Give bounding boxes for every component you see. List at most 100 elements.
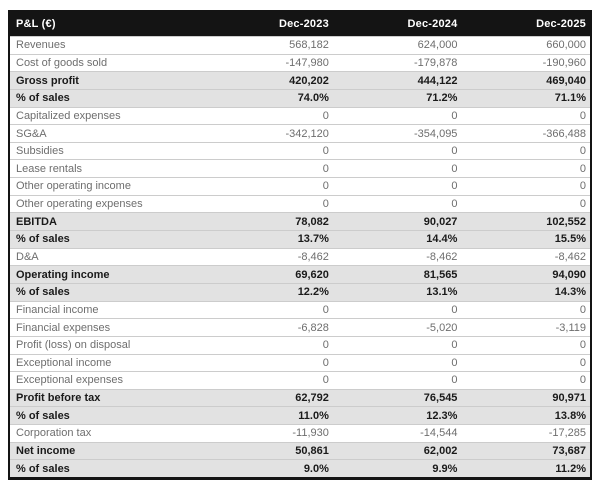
cell-value: 0: [461, 159, 590, 178]
cell-value: -354,095: [332, 124, 462, 143]
cell-value: 74.0%: [204, 88, 333, 108]
table-row: % of sales 74.0% 71.2% 71.1%: [10, 88, 590, 108]
cell-value: 0: [204, 371, 333, 390]
cell-value: 0: [332, 371, 462, 390]
cell-value: 0: [461, 106, 590, 125]
header-col-dec-2024: Dec-2024: [332, 12, 462, 37]
table-row: Other operating expenses 0 0 0: [10, 194, 590, 213]
cell-value: 0: [332, 194, 462, 213]
cell-value: 0: [332, 353, 462, 372]
cell-value: 13.1%: [332, 282, 462, 302]
cell-value: 102,552: [461, 212, 590, 231]
cell-value: 78,082: [204, 212, 333, 231]
row-label: Capitalized expenses: [10, 106, 205, 125]
cell-value: 0: [204, 353, 333, 372]
cell-value: -179,878: [332, 53, 462, 72]
cell-value: -8,462: [204, 247, 333, 266]
header-col-dec-2025: Dec-2025: [461, 12, 590, 37]
cell-value: 0: [204, 300, 333, 319]
cell-value: 76,545: [332, 388, 462, 407]
table-row: Capitalized expenses 0 0 0: [10, 106, 590, 125]
cell-value: -147,980: [204, 53, 333, 72]
row-label: Net income: [10, 441, 205, 460]
header-col-dec-2023: Dec-2023: [204, 12, 333, 37]
table-row: % of sales 11.0% 12.3% 13.8%: [10, 406, 590, 425]
row-label: % of sales: [10, 406, 205, 425]
table-row: Profit (loss) on disposal 0 0 0: [10, 335, 590, 355]
cell-value: 624,000: [332, 36, 462, 55]
cell-value: 15.5%: [461, 230, 590, 249]
cell-value: 69,620: [204, 265, 333, 284]
cell-value: 12.2%: [204, 282, 333, 302]
cell-value: 11.2%: [461, 459, 590, 477]
table-row: D&A -8,462 -8,462 -8,462: [10, 247, 590, 266]
table-row: % of sales 9.0% 9.9% 11.2%: [10, 459, 590, 477]
cell-value: -8,462: [332, 247, 462, 266]
pnl-table-body: Revenues 568,182 624,000 660,000 Cost of…: [10, 36, 590, 477]
row-label: Financial income: [10, 300, 205, 319]
table-row: Exceptional expenses 0 0 0: [10, 371, 590, 390]
cell-value: 14.3%: [461, 282, 590, 302]
cell-value: 9.0%: [204, 459, 333, 477]
cell-value: 62,792: [204, 388, 333, 407]
row-label: Revenues: [10, 36, 205, 55]
cell-value: -8,462: [461, 247, 590, 266]
cell-value: 660,000: [461, 36, 590, 55]
cell-value: 0: [461, 300, 590, 319]
row-label: % of sales: [10, 459, 205, 477]
cell-value: 73,687: [461, 441, 590, 460]
row-label: SG&A: [10, 124, 205, 143]
cell-value: 469,040: [461, 71, 590, 90]
cell-value: 444,122: [332, 71, 462, 90]
row-label: Other operating income: [10, 177, 205, 196]
row-label: Cost of goods sold: [10, 53, 205, 72]
cell-value: 13.8%: [461, 406, 590, 425]
cell-value: -5,020: [332, 318, 462, 337]
row-label: Exceptional expenses: [10, 371, 205, 390]
cell-value: 568,182: [204, 36, 333, 55]
cell-value: 0: [332, 335, 462, 355]
table-row: Exceptional income 0 0 0: [10, 353, 590, 372]
cell-value: 0: [204, 177, 333, 196]
cell-value: -11,930: [204, 424, 333, 443]
pnl-table: P&L (€) Dec-2023 Dec-2024 Dec-2025 Reven…: [10, 12, 590, 477]
cell-value: 0: [461, 353, 590, 372]
table-row: Profit before tax 62,792 76,545 90,971: [10, 388, 590, 407]
table-row: Gross profit 420,202 444,122 469,040: [10, 71, 590, 90]
cell-value: 90,027: [332, 212, 462, 231]
cell-value: 81,565: [332, 265, 462, 284]
pnl-table-container: P&L (€) Dec-2023 Dec-2024 Dec-2025 Reven…: [8, 10, 592, 480]
cell-value: 0: [204, 194, 333, 213]
cell-value: 0: [461, 335, 590, 355]
cell-value: 0: [461, 371, 590, 390]
row-label: Operating income: [10, 265, 205, 284]
cell-value: -366,488: [461, 124, 590, 143]
row-label: Exceptional income: [10, 353, 205, 372]
cell-value: 0: [461, 141, 590, 160]
cell-value: 71.1%: [461, 88, 590, 108]
cell-value: 0: [332, 177, 462, 196]
cell-value: -3,119: [461, 318, 590, 337]
cell-value: 420,202: [204, 71, 333, 90]
cell-value: 12.3%: [332, 406, 462, 425]
table-row: Net income 50,861 62,002 73,687: [10, 441, 590, 460]
cell-value: 50,861: [204, 441, 333, 460]
header-pnl-label: P&L (€): [10, 12, 205, 37]
header-row: P&L (€) Dec-2023 Dec-2024 Dec-2025: [10, 12, 590, 37]
table-row: Corporation tax -11,930 -14,544 -17,285: [10, 424, 590, 443]
cell-value: 90,971: [461, 388, 590, 407]
cell-value: 0: [332, 141, 462, 160]
cell-value: 0: [332, 300, 462, 319]
cell-value: 13.7%: [204, 230, 333, 249]
table-row: Revenues 568,182 624,000 660,000: [10, 36, 590, 55]
cell-value: 62,002: [332, 441, 462, 460]
row-label: Profit (loss) on disposal: [10, 335, 205, 355]
cell-value: 0: [204, 106, 333, 125]
row-label: % of sales: [10, 230, 205, 249]
cell-value: 94,090: [461, 265, 590, 284]
cell-value: 11.0%: [204, 406, 333, 425]
cell-value: -6,828: [204, 318, 333, 337]
row-label: Subsidies: [10, 141, 205, 160]
table-row: EBITDA 78,082 90,027 102,552: [10, 212, 590, 231]
row-label: EBITDA: [10, 212, 205, 231]
